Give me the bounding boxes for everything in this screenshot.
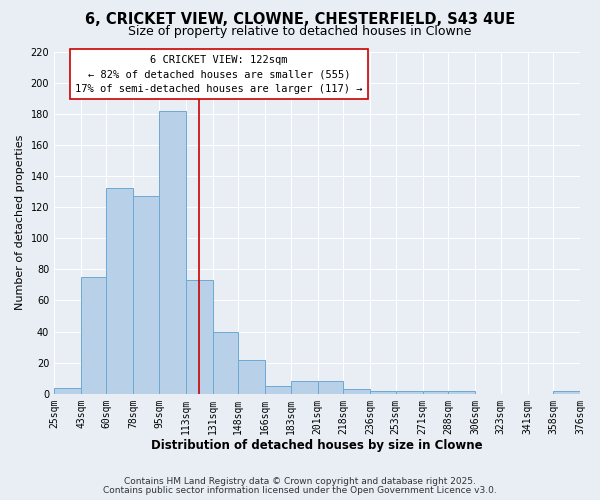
Text: 6 CRICKET VIEW: 122sqm
← 82% of detached houses are smaller (555)
17% of semi-de: 6 CRICKET VIEW: 122sqm ← 82% of detached…	[75, 54, 362, 94]
Bar	[81, 277, 106, 394]
Bar	[238, 360, 265, 394]
Bar	[159, 110, 186, 394]
Text: Size of property relative to detached houses in Clowne: Size of property relative to detached ho…	[128, 25, 472, 38]
Bar	[422, 390, 448, 394]
Bar	[448, 390, 475, 394]
Text: Contains HM Land Registry data © Crown copyright and database right 2025.: Contains HM Land Registry data © Crown c…	[124, 477, 476, 486]
Bar	[370, 390, 395, 394]
Bar	[318, 382, 343, 394]
Bar	[343, 389, 370, 394]
Text: 6, CRICKET VIEW, CLOWNE, CHESTERFIELD, S43 4UE: 6, CRICKET VIEW, CLOWNE, CHESTERFIELD, S…	[85, 12, 515, 28]
Bar	[291, 382, 318, 394]
Bar	[265, 386, 291, 394]
Bar	[186, 280, 213, 394]
Y-axis label: Number of detached properties: Number of detached properties	[15, 135, 25, 310]
Bar	[213, 332, 238, 394]
Bar	[54, 388, 81, 394]
Text: Contains public sector information licensed under the Open Government Licence v3: Contains public sector information licen…	[103, 486, 497, 495]
Bar	[133, 196, 159, 394]
X-axis label: Distribution of detached houses by size in Clowne: Distribution of detached houses by size …	[151, 440, 483, 452]
Bar	[395, 390, 422, 394]
Bar	[106, 188, 133, 394]
Bar	[553, 390, 580, 394]
